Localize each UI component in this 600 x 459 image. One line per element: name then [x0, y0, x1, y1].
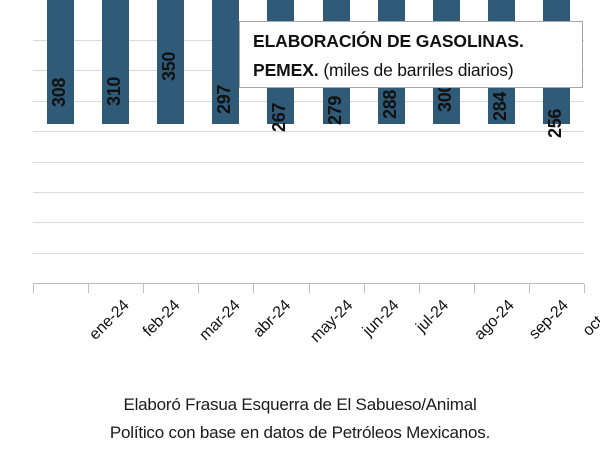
gridline [33, 191, 584, 193]
x-axis-line [33, 283, 584, 284]
x-axis-label: jul-24 [413, 297, 453, 336]
axis-tick [364, 284, 365, 293]
x-axis-label: ene-24 [85, 297, 133, 344]
axis-tick [143, 284, 144, 293]
axis-tick [253, 284, 254, 293]
x-axis-label: jun-24 [359, 297, 403, 340]
axis-tick [309, 284, 310, 293]
x-axis-label: abr-24 [250, 297, 294, 341]
chart-title-text: ELABORACIÓN DE GASOLINAS. [253, 31, 524, 51]
gridline [33, 252, 584, 254]
axis-tick [529, 284, 530, 293]
bar [157, 0, 184, 124]
x-axis-label: sep-24 [526, 297, 573, 343]
footer-line-2: Político con base en datos de Petróleos … [109, 423, 491, 442]
axis-tick [33, 284, 34, 293]
x-axis-label: mar-24 [196, 297, 244, 345]
gridline [33, 100, 584, 102]
x-axis-label: oct-24 [580, 297, 600, 340]
chart-title-box: ELABORACIÓN DE GASOLINAS. PEMEX. (miles … [239, 21, 583, 88]
x-axis-label: feb-24 [139, 297, 183, 341]
axis-tick [474, 284, 475, 293]
axis-tick [198, 284, 199, 293]
x-axis-label: may-24 [307, 297, 357, 346]
gridline [33, 131, 584, 133]
chart-footer: Elaboró Frasua Esquerra de El Sabueso/An… [0, 391, 600, 447]
bar [212, 0, 239, 124]
axis-tick [584, 284, 585, 293]
footer-line-1: Elaboró Frasua Esquerra de El Sabueso/An… [123, 395, 477, 414]
axis-tick [419, 284, 420, 293]
chart-title-line-2: PEMEX. (miles de barriles diarios) [253, 56, 573, 85]
chart-subtitle-strong: PEMEX. [253, 60, 319, 80]
gridline [33, 161, 584, 163]
x-axis-label: ago-24 [471, 297, 518, 344]
bar [102, 0, 129, 124]
chart-subtitle-units: (miles de barriles diarios) [323, 60, 514, 80]
bar [47, 0, 74, 124]
chart-title-line-1: ELABORACIÓN DE GASOLINAS. [253, 27, 573, 56]
axis-tick [88, 284, 89, 293]
gridline [33, 222, 584, 224]
